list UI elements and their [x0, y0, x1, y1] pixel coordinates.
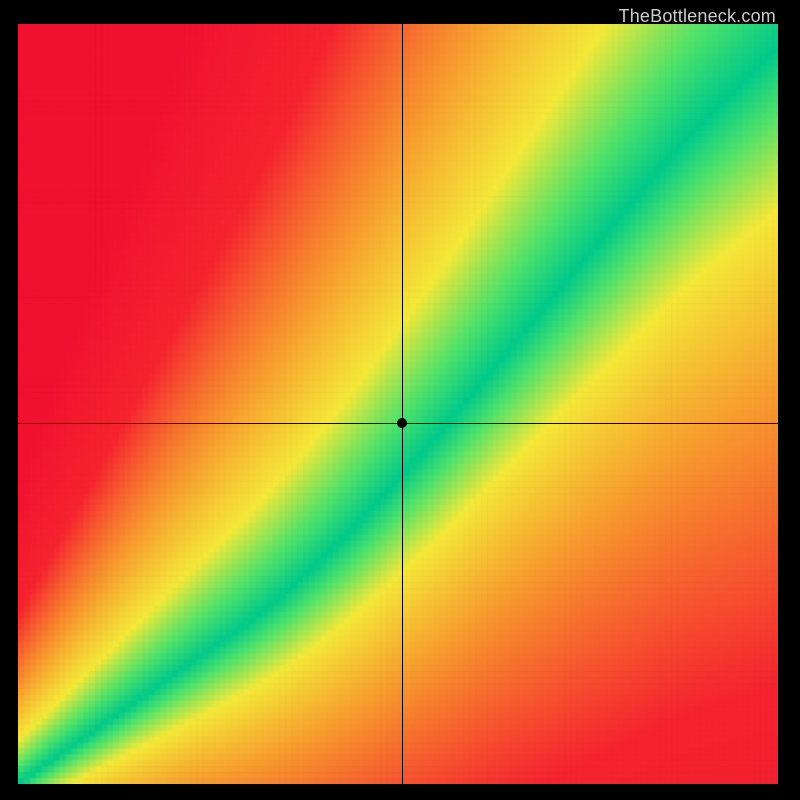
bottleneck-heatmap — [18, 24, 778, 784]
crosshair-vertical — [402, 24, 403, 784]
selection-marker — [397, 418, 407, 428]
plot-container — [18, 24, 778, 784]
watermark-text: TheBottleneck.com — [619, 6, 776, 27]
